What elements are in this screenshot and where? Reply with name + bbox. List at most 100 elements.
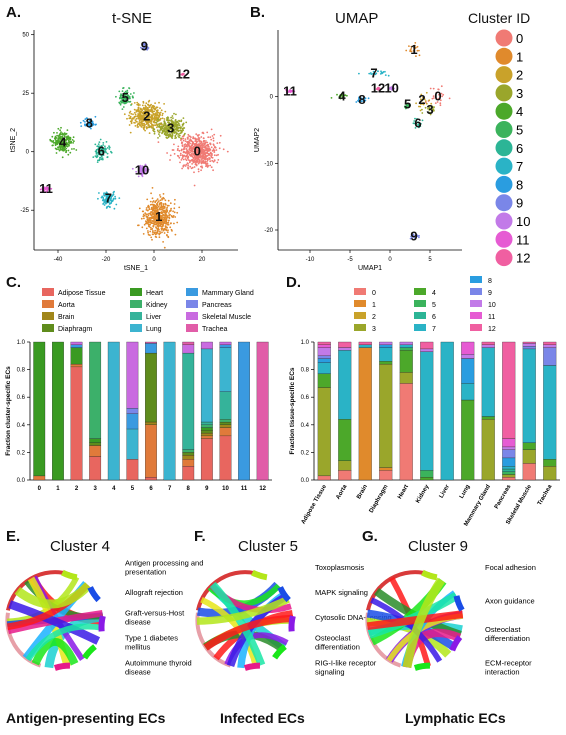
panel-label-f: F. bbox=[194, 528, 206, 545]
barD-category-label: Adipose Tissue bbox=[301, 483, 329, 525]
barD-bar-segment bbox=[502, 474, 516, 478]
tsne-point bbox=[209, 136, 212, 139]
tsne-point bbox=[149, 221, 152, 224]
tsne-point bbox=[141, 118, 144, 120]
tsne-point bbox=[149, 203, 152, 206]
tsne-point bbox=[183, 134, 186, 136]
chord-term-label: Focal adhesion bbox=[485, 563, 536, 572]
tissue-legend-label: Diaphragm bbox=[58, 326, 92, 333]
tsne-point bbox=[193, 156, 196, 158]
tsne-point bbox=[66, 129, 69, 132]
tsne-point bbox=[168, 122, 171, 125]
barD-bar-segment bbox=[420, 351, 434, 471]
tsne-point bbox=[145, 127, 148, 130]
barD-ytick-label: 0.0 bbox=[301, 478, 310, 484]
tsne-point bbox=[193, 184, 196, 187]
tsne-point bbox=[207, 143, 210, 146]
barD-category-label: Liver bbox=[439, 483, 452, 499]
tsne-point bbox=[189, 135, 191, 138]
tsne-point bbox=[165, 128, 168, 131]
barD-bar-segment bbox=[338, 470, 352, 481]
cluster-legend-swatch bbox=[495, 212, 513, 230]
tsne-point bbox=[130, 120, 133, 123]
tsne-point bbox=[210, 146, 213, 149]
tsne-point bbox=[144, 116, 147, 119]
tsne-point bbox=[217, 159, 220, 161]
tsne-point bbox=[209, 142, 211, 145]
tsne-point bbox=[184, 140, 187, 143]
tsne-point bbox=[172, 131, 175, 134]
tsne-point bbox=[170, 135, 172, 138]
tsne-point bbox=[154, 235, 157, 238]
tsne-point bbox=[206, 149, 208, 152]
tsne-point bbox=[209, 160, 212, 163]
tsne-point bbox=[194, 145, 196, 147]
barC-category-label: 9 bbox=[205, 486, 209, 492]
barC-ytick-label: 0.0 bbox=[17, 478, 26, 484]
tsne-point bbox=[164, 214, 166, 217]
tsne-point bbox=[72, 142, 74, 144]
barD-bar-segment bbox=[502, 468, 516, 472]
chord-term-label: Allograft rejection bbox=[125, 588, 183, 597]
chord-term-label: signaling bbox=[315, 668, 345, 677]
chord-term-label: Osteoclast bbox=[485, 625, 521, 634]
tsne-point bbox=[192, 157, 195, 160]
tsne-point bbox=[194, 163, 197, 166]
tsne-point bbox=[155, 107, 157, 109]
tsne-point bbox=[152, 130, 155, 133]
tsne-point bbox=[141, 226, 144, 229]
tissue-legend-label: Skeletal Muscle bbox=[202, 314, 251, 321]
barD-ylabel: Fraction tissue-specific ECs bbox=[289, 367, 296, 454]
tsne-point bbox=[178, 134, 181, 137]
tsne-point bbox=[155, 223, 158, 226]
tsne-point bbox=[148, 116, 151, 118]
tsne-point bbox=[185, 159, 188, 162]
tsne-point bbox=[161, 231, 163, 234]
tsne-point bbox=[167, 235, 170, 238]
tsne-point bbox=[177, 129, 179, 132]
tsne-point bbox=[138, 207, 141, 210]
tsne-point bbox=[160, 212, 163, 215]
barC-bar-segment bbox=[182, 352, 195, 450]
tsne-ytick-label: 25 bbox=[22, 91, 29, 97]
tsne-point bbox=[213, 146, 216, 148]
tsne-point bbox=[144, 104, 147, 107]
tsne-point bbox=[163, 205, 165, 208]
tsne-point bbox=[207, 136, 210, 139]
tsne-point bbox=[181, 157, 184, 160]
tsne-point bbox=[176, 221, 179, 224]
tsne-point bbox=[193, 166, 196, 168]
barD-bar-segment bbox=[399, 383, 413, 481]
barC-bar-segment bbox=[219, 427, 232, 437]
tsne-point bbox=[167, 221, 170, 224]
tsne-point bbox=[145, 215, 148, 218]
chord-term-arc bbox=[53, 662, 71, 671]
tsne-point bbox=[202, 154, 205, 157]
tsne-point bbox=[59, 129, 61, 132]
tsne-point bbox=[178, 206, 181, 209]
tsne-point bbox=[150, 116, 153, 119]
tsne-point bbox=[163, 120, 166, 123]
umap-point bbox=[421, 108, 423, 111]
tsne-point bbox=[200, 142, 202, 144]
barD-category-label: Heart bbox=[397, 484, 410, 500]
tsne-point bbox=[71, 139, 74, 141]
cluster-d-legend-swatch bbox=[470, 312, 482, 319]
tsne-point bbox=[146, 213, 148, 216]
tsne-point bbox=[196, 134, 199, 137]
barD-bar-segment bbox=[502, 457, 516, 467]
tsne-point bbox=[175, 120, 178, 123]
tsne-point bbox=[163, 118, 166, 120]
barD-bar-segment bbox=[338, 347, 352, 351]
tsne-point bbox=[174, 198, 176, 201]
tsne-point bbox=[159, 126, 162, 129]
tsne-point bbox=[161, 117, 164, 120]
tsne-point bbox=[151, 238, 153, 241]
tsne-point bbox=[133, 102, 136, 104]
tsne-point bbox=[144, 113, 147, 116]
cluster-legend-label: 5 bbox=[516, 123, 523, 138]
barC-bar-segment bbox=[33, 475, 46, 481]
barD-bar-segment bbox=[358, 347, 372, 481]
tsne-point bbox=[177, 155, 180, 158]
